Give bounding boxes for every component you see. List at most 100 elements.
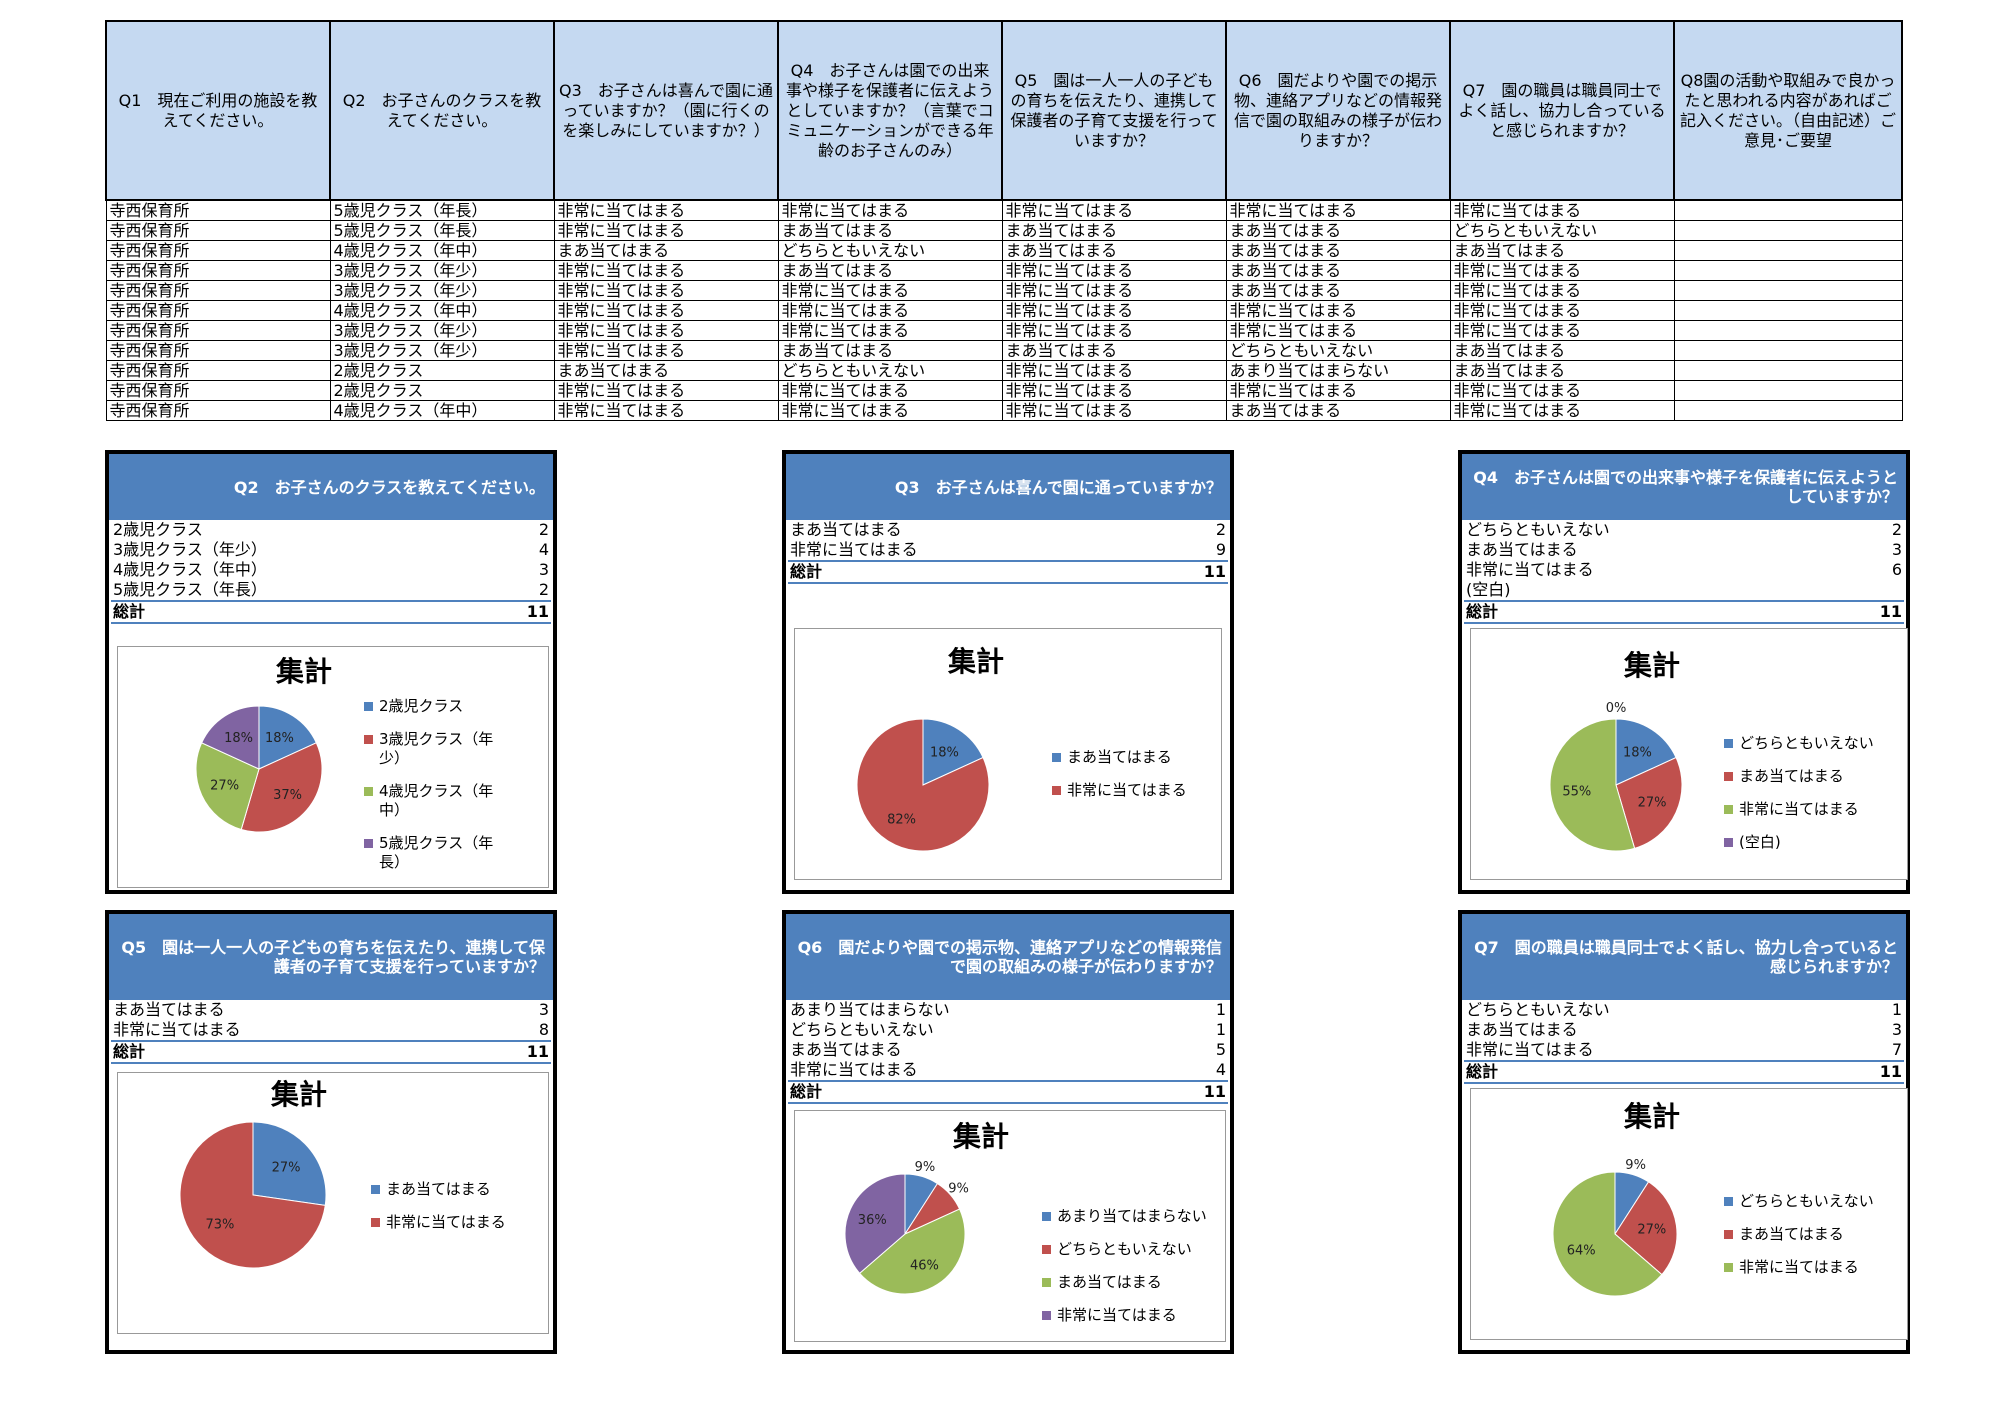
table-cell: まあ当てはまる xyxy=(777,260,1003,281)
table-cell: 3歳児クラス（年少） xyxy=(329,260,555,281)
table-row: 寺西保育所 2歳児クラス まあ当てはまる どちらともいえない 非常に当てはまる あまり当て… xyxy=(105,360,1903,381)
pivot-row: まあ当てはまる 3 xyxy=(1464,540,1904,560)
table-header-row: Q1 現在ご利用の施設を教えてください。 Q2 お子さんのクラスを教えてください。… xyxy=(105,20,1903,201)
pivot-panel-4: Q5 園は一人一人の子どもの育ちを伝えたり、連携して保護者の子育て支援を行ってい… xyxy=(105,910,557,1354)
pivot-row-label: どちらともいえない xyxy=(1466,520,1610,539)
table-cell: 非常に当てはまる xyxy=(1225,320,1451,341)
pivot-row-label: 4歳児クラス（年中） xyxy=(113,560,267,579)
pie-chart: 9% 27% 64% xyxy=(1552,1158,1678,1297)
panel-title: Q4 お子さんは園での出来事や様子を保護者に伝えようとしていますか？ xyxy=(1462,454,1906,520)
legend-label: 非常に当てはまる xyxy=(1739,1258,1859,1276)
table-cell: まあ当てはまる xyxy=(553,360,779,381)
panel-title: Q7 園の職員は職員同士でよく話し、協力し合っていると感じられますか？ xyxy=(1462,914,1906,1000)
pivot-row: 非常に当てはまる 7 xyxy=(1464,1040,1904,1060)
pie-data-label: 64% xyxy=(1567,1243,1596,1258)
panel-title: Q3 お子さんは喜んで園に通っていますか？ xyxy=(786,454,1230,520)
legend-swatch xyxy=(364,839,373,848)
legend-item: 5歳児クラス（年長） xyxy=(364,834,494,872)
pivot-total-label: 総計 xyxy=(1466,1062,1499,1081)
pie-slice xyxy=(1549,718,1636,852)
chart-title: 集計 xyxy=(952,1120,1009,1153)
table-cell: まあ当てはまる xyxy=(1225,260,1451,281)
table-cell: 5歳児クラス（年長） xyxy=(329,199,555,221)
pivot-rows: まあ当てはまる 2 非常に当てはまる 9 総計 11 xyxy=(788,520,1228,584)
chart-title: 集計 xyxy=(1623,649,1680,682)
legend-item: 非常に当てはまる xyxy=(1724,800,1894,819)
pivot-total-count: 11 xyxy=(1879,602,1902,621)
legend-swatch xyxy=(364,702,373,711)
pie-chart: 18% 82% xyxy=(856,718,990,852)
pie-data-label: 27% xyxy=(1638,795,1667,810)
table-cell: まあ当てはまる xyxy=(553,240,779,261)
pivot-total-label: 総計 xyxy=(1466,602,1499,621)
legend-swatch xyxy=(371,1218,380,1227)
panel-title: Q6 園だよりや園での掲示物、連絡アプリなどの情報発信で園の取組みの様子が伝わり… xyxy=(786,914,1230,1000)
table-cell xyxy=(1673,260,1903,281)
pie-slice xyxy=(1552,1171,1663,1297)
pivot-panel-1: Q2 お子さんのクラスを教えてください。 2歳児クラス 2 3歳児クラス（年少） 4 4歳… xyxy=(105,450,557,894)
pivot-row-count: 4 xyxy=(1215,1060,1226,1079)
legend-swatch xyxy=(364,735,373,744)
table-cell: 非常に当てはまる xyxy=(777,280,1003,301)
legend-item: (空白) xyxy=(1724,833,1894,852)
pivot-rows: どちらともいえない 2 まあ当てはまる 3 非常に当てはまる 6 (空白) 総計 11 xyxy=(1464,520,1904,624)
legend-label: あまり当てはまらない xyxy=(1057,1207,1207,1225)
chart-title: 集計 xyxy=(947,645,1004,678)
pivot-row-count: 9 xyxy=(1215,540,1226,559)
pie-slice xyxy=(1615,718,1677,786)
chart-legend: 2歳児クラス 3歳児クラス（年少） 4歳児クラス（年中） 5歳児クラス（年長） xyxy=(364,697,494,886)
legend-swatch xyxy=(1052,753,1061,762)
legend-swatch xyxy=(1724,838,1733,847)
pie-chart: 9% 9% 46% 36% xyxy=(844,1160,969,1295)
pivot-row: あまり当てはまらない 1 xyxy=(788,1000,1228,1020)
chart-legend: どちらともいえない まあ当てはまる 非常に当てはまる (空白) xyxy=(1724,734,1894,866)
table-cell: まあ当てはまる xyxy=(1449,340,1675,361)
chart-legend: どちらともいえない まあ当てはまる 非常に当てはまる xyxy=(1724,1192,1894,1291)
table-cell: 非常に当てはまる xyxy=(1001,380,1227,401)
legend-swatch xyxy=(371,1185,380,1194)
legend-item: まあ当てはまる xyxy=(1724,1225,1894,1244)
pivot-row-count: 1 xyxy=(1215,1000,1226,1019)
table-cell: 非常に当てはまる xyxy=(777,300,1003,321)
table-cell: 非常に当てはまる xyxy=(1225,380,1451,401)
pie-slice xyxy=(858,1208,966,1295)
table-cell: 非常に当てはまる xyxy=(777,400,1003,421)
pivot-row-count: 8 xyxy=(538,1020,549,1039)
pivot-row: 5歳児クラス（年長） 2 xyxy=(111,580,551,600)
legend-label: まあ当てはまる xyxy=(1067,748,1172,766)
legend-label: どちらともいえない xyxy=(1057,1240,1192,1258)
pie-data-label: 73% xyxy=(205,1218,234,1233)
column-header-q2: Q2 お子さんのクラスを教えてください。 xyxy=(329,20,555,201)
legend-label: (空白) xyxy=(1739,833,1781,851)
pie-data-label: 37% xyxy=(273,788,302,803)
legend-label: 3歳児クラス（年少） xyxy=(379,730,494,767)
legend-swatch xyxy=(1042,1245,1051,1254)
pivot-row: 4歳児クラス（年中） 3 xyxy=(111,560,551,580)
pivot-row: 非常に当てはまる 9 xyxy=(788,540,1228,560)
table-cell: 非常に当てはまる xyxy=(777,320,1003,341)
legend-swatch xyxy=(1724,739,1733,748)
pivot-row: 2歳児クラス 2 xyxy=(111,520,551,540)
pivot-row-count: 1 xyxy=(1891,1000,1902,1019)
legend-label: 4歳児クラス（年中） xyxy=(379,782,494,819)
pivot-row-count: 7 xyxy=(1891,1040,1902,1059)
chart-legend: まあ当てはまる 非常に当てはまる xyxy=(371,1180,531,1246)
table-cell: まあ当てはまる xyxy=(777,220,1003,241)
legend-swatch xyxy=(1724,805,1733,814)
pivot-row-label: 5歳児クラス（年長） xyxy=(113,580,267,599)
table-cell: 寺西保育所 xyxy=(105,360,331,381)
legend-item: まあ当てはまる xyxy=(1724,767,1894,786)
table-cell xyxy=(1673,340,1903,361)
table-row: 寺西保育所 3歳児クラス（年少） 非常に当てはまる まあ当てはまる まあ当てはまる どちら… xyxy=(105,340,1903,361)
pie-data-label: 27% xyxy=(1637,1223,1666,1238)
pivot-row: まあ当てはまる 2 xyxy=(788,520,1228,540)
pie-slice xyxy=(240,742,323,833)
pie-slice xyxy=(1615,756,1683,849)
pivot-row-label: 非常に当てはまる xyxy=(1466,560,1594,579)
pie-data-label: 27% xyxy=(210,779,239,794)
pivot-row-label: 非常に当てはまる xyxy=(1466,1040,1594,1059)
pivot-panel-3: Q4 お子さんは園での出来事や様子を保護者に伝えようとしていますか？ どちらともい… xyxy=(1458,450,1910,894)
table-cell: 非常に当てはまる xyxy=(1001,260,1227,281)
table-cell: まあ当てはまる xyxy=(1449,360,1675,381)
table-cell: 3歳児クラス（年少） xyxy=(329,280,555,301)
